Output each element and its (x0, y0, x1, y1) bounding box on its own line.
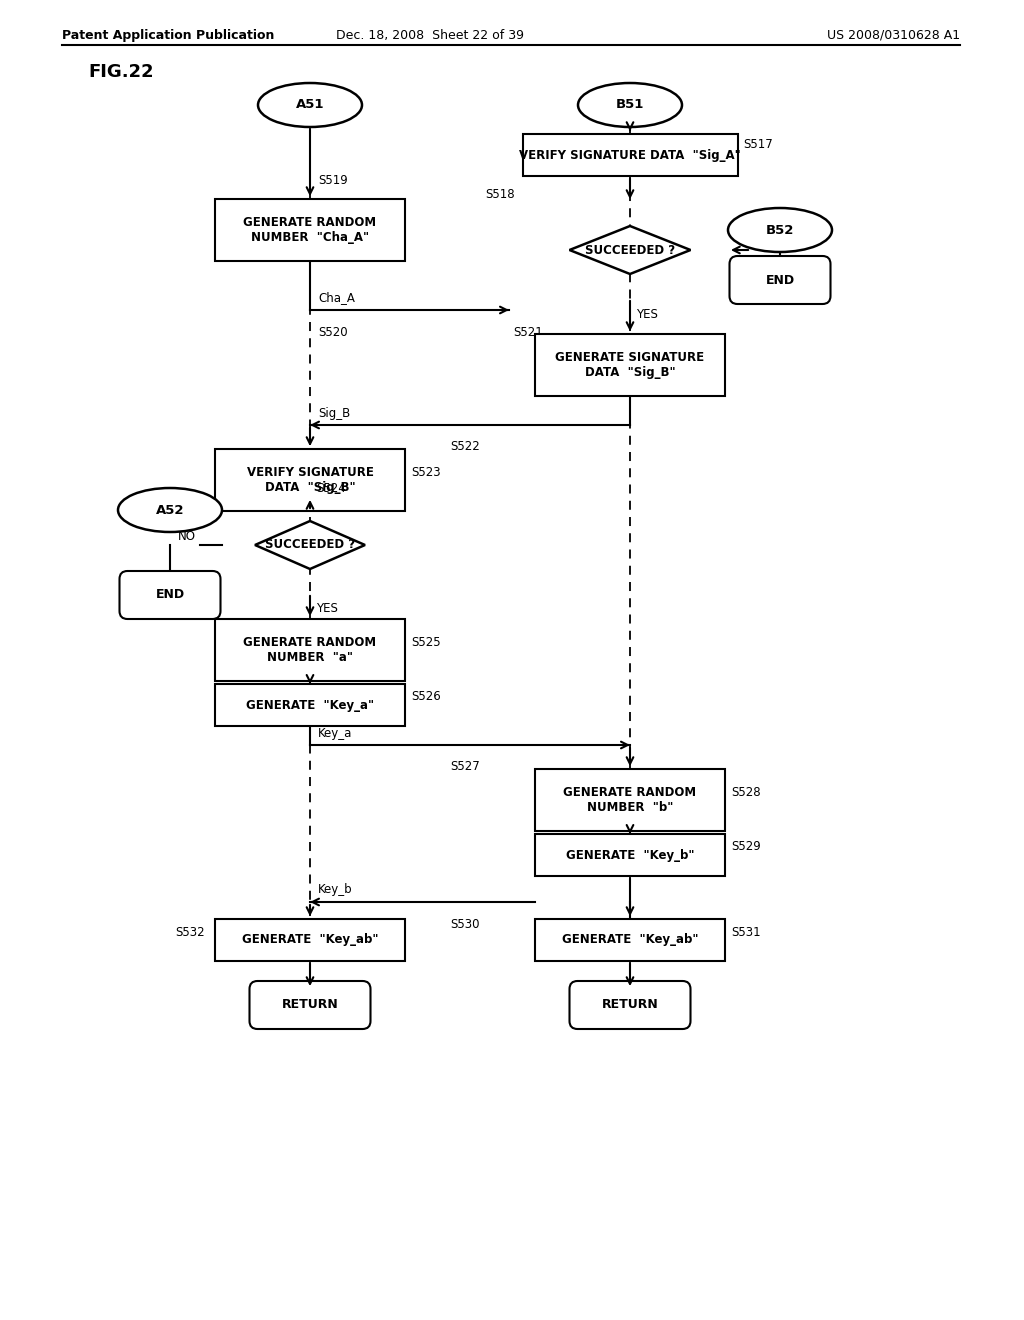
Text: Sig_B: Sig_B (318, 407, 350, 420)
Ellipse shape (258, 83, 362, 127)
FancyBboxPatch shape (535, 834, 725, 876)
Text: RETURN: RETURN (602, 998, 658, 1011)
FancyBboxPatch shape (535, 919, 725, 961)
Text: END: END (156, 589, 184, 602)
Text: S532: S532 (175, 925, 205, 939)
Text: Cha_A: Cha_A (318, 292, 355, 305)
Text: NO: NO (178, 531, 196, 544)
FancyBboxPatch shape (535, 334, 725, 396)
Text: VERIFY SIGNATURE DATA  "Sig_A": VERIFY SIGNATURE DATA "Sig_A" (519, 149, 741, 161)
Text: S528: S528 (731, 785, 761, 799)
FancyBboxPatch shape (250, 981, 371, 1030)
Text: S530: S530 (450, 917, 479, 931)
Text: S520: S520 (318, 326, 347, 338)
Text: GENERATE  "Key_b": GENERATE "Key_b" (565, 849, 694, 862)
Text: A52: A52 (156, 503, 184, 516)
FancyBboxPatch shape (215, 619, 406, 681)
Text: A51: A51 (296, 99, 325, 111)
FancyBboxPatch shape (215, 199, 406, 261)
Text: S521: S521 (513, 326, 543, 338)
Text: S522: S522 (450, 441, 480, 454)
Text: SUCCEEDED ?: SUCCEEDED ? (585, 243, 675, 256)
Text: Dec. 18, 2008  Sheet 22 of 39: Dec. 18, 2008 Sheet 22 of 39 (336, 29, 524, 41)
FancyBboxPatch shape (120, 572, 220, 619)
Text: S517: S517 (743, 139, 773, 152)
Text: US 2008/0310628 A1: US 2008/0310628 A1 (826, 29, 961, 41)
Text: S526: S526 (411, 690, 440, 704)
Text: B52: B52 (766, 223, 795, 236)
Polygon shape (569, 226, 690, 275)
Text: RETURN: RETURN (282, 998, 338, 1011)
Text: GENERATE RANDOM
NUMBER  "Cha_A": GENERATE RANDOM NUMBER "Cha_A" (244, 216, 377, 244)
Text: GENERATE RANDOM
NUMBER  "a": GENERATE RANDOM NUMBER "a" (244, 636, 377, 664)
Text: NO: NO (755, 235, 773, 248)
Text: VERIFY SIGNATURE
DATA  "Sig_B": VERIFY SIGNATURE DATA "Sig_B" (247, 466, 374, 494)
Ellipse shape (578, 83, 682, 127)
Text: Key_a: Key_a (318, 726, 352, 739)
Text: S529: S529 (731, 841, 761, 854)
FancyBboxPatch shape (569, 981, 690, 1030)
FancyBboxPatch shape (729, 256, 830, 304)
FancyBboxPatch shape (522, 135, 737, 176)
Ellipse shape (728, 209, 831, 252)
Text: END: END (765, 273, 795, 286)
Text: YES: YES (636, 308, 657, 321)
Text: GENERATE  "Key_a": GENERATE "Key_a" (246, 698, 374, 711)
Text: S527: S527 (450, 760, 480, 774)
Polygon shape (255, 521, 365, 569)
Text: GENERATE RANDOM
NUMBER  "b": GENERATE RANDOM NUMBER "b" (563, 785, 696, 814)
Text: GENERATE  "Key_ab": GENERATE "Key_ab" (242, 933, 378, 946)
Text: B51: B51 (615, 99, 644, 111)
Text: S525: S525 (411, 635, 440, 648)
Text: SUCCEEDED ?: SUCCEEDED ? (265, 539, 355, 552)
Ellipse shape (118, 488, 222, 532)
Text: S523: S523 (411, 466, 440, 479)
Text: Key_b: Key_b (318, 883, 352, 896)
Text: Patent Application Publication: Patent Application Publication (62, 29, 274, 41)
Text: S524: S524 (316, 483, 346, 495)
Text: FIG.22: FIG.22 (88, 63, 154, 81)
FancyBboxPatch shape (215, 919, 406, 961)
FancyBboxPatch shape (215, 449, 406, 511)
Text: GENERATE SIGNATURE
DATA  "Sig_B": GENERATE SIGNATURE DATA "Sig_B" (555, 351, 705, 379)
Text: S519: S519 (318, 174, 348, 187)
Text: GENERATE  "Key_ab": GENERATE "Key_ab" (562, 933, 698, 946)
FancyBboxPatch shape (215, 684, 406, 726)
FancyBboxPatch shape (535, 770, 725, 832)
Text: S531: S531 (731, 925, 761, 939)
Text: YES: YES (316, 602, 338, 615)
Text: S518: S518 (485, 187, 515, 201)
